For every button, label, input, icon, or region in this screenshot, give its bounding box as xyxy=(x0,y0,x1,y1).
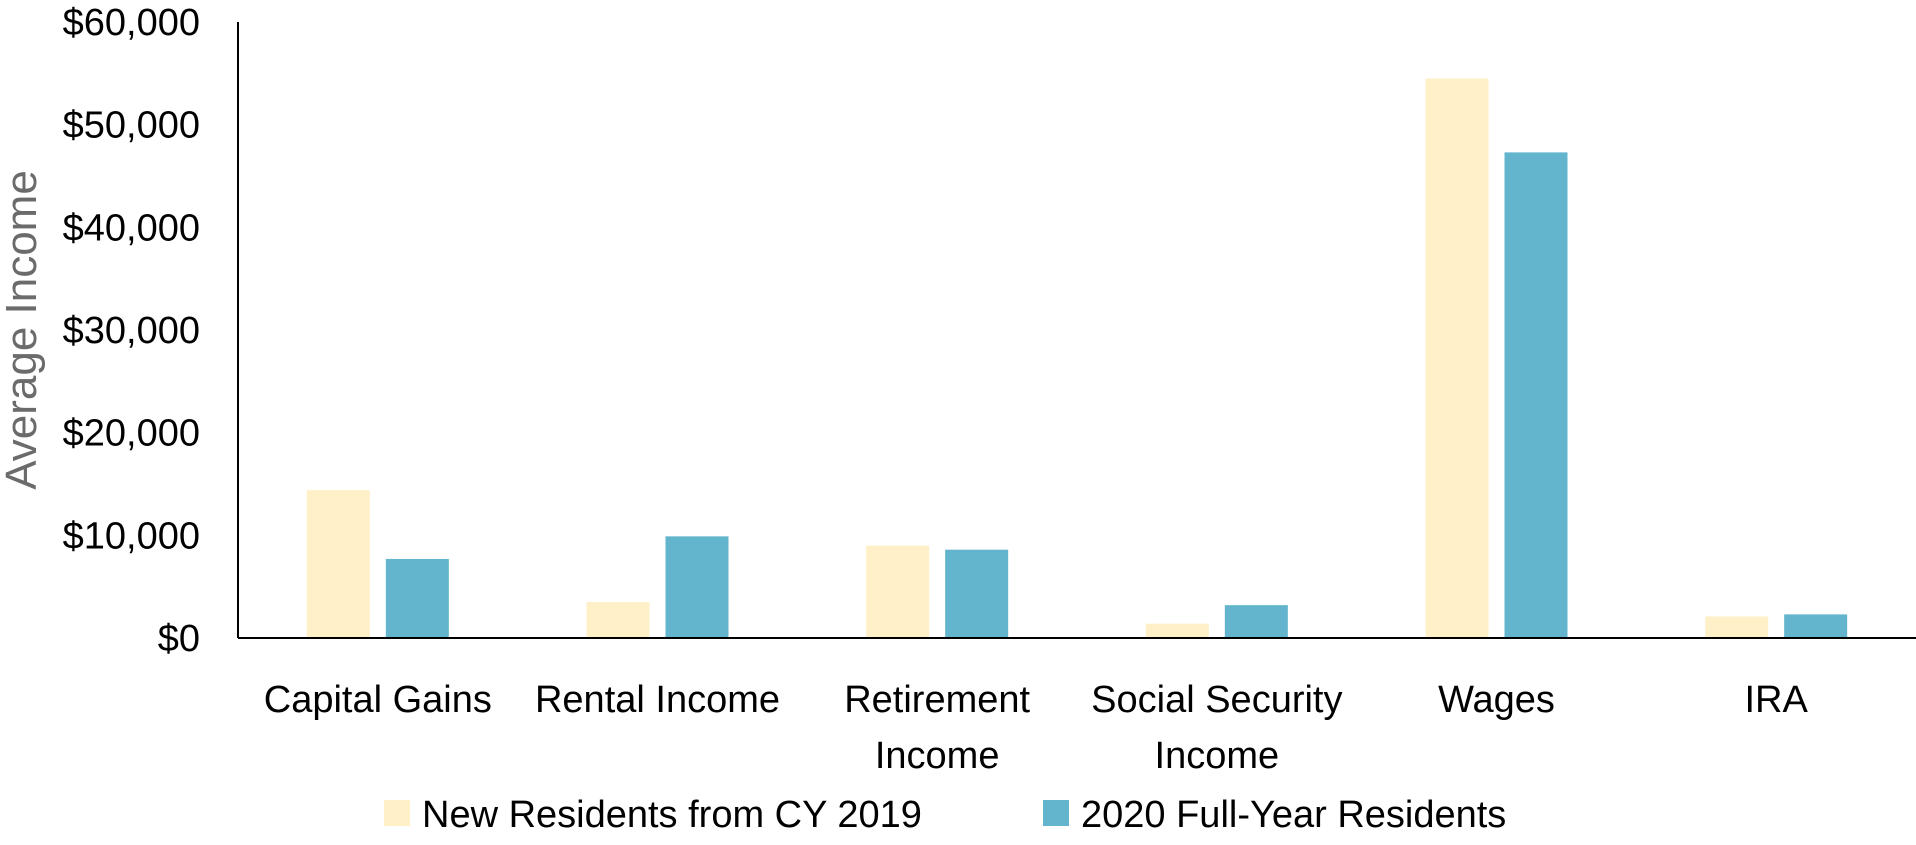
bar-new-residents xyxy=(1705,616,1769,638)
legend-label: 2020 Full-Year Residents xyxy=(1081,794,1506,836)
bar-full-year-residents xyxy=(945,549,1009,638)
x-tick-label: Income xyxy=(875,735,1000,777)
y-tick-label: $20,000 xyxy=(63,413,200,455)
bar-new-residents xyxy=(306,490,370,638)
x-tick-label: Social Security xyxy=(1091,679,1342,721)
x-tick-label: Rental Income xyxy=(535,679,780,721)
y-tick-label: $10,000 xyxy=(63,515,200,557)
bar-new-residents xyxy=(1425,78,1489,638)
bar-full-year-residents xyxy=(1784,614,1848,638)
x-tick-label: Retirement xyxy=(844,679,1030,721)
y-axis-ticks: $0 $10,000 $20,000 $30,000 $40,000 $50,000 $60… xyxy=(63,2,200,660)
category-labels: Capital Gains Rental Income Retirement Inco… xyxy=(264,679,1809,777)
legend: New Residents from CY 2019 2020 Full-Year… xyxy=(384,794,1506,836)
y-tick-label: $0 xyxy=(158,618,200,660)
bar-full-year-residents xyxy=(385,558,449,638)
bar-new-residents xyxy=(866,545,930,638)
y-tick-label: $50,000 xyxy=(63,105,200,147)
bars xyxy=(306,78,1848,639)
x-tick-label: Wages xyxy=(1438,679,1555,721)
legend-swatch xyxy=(384,800,410,826)
bar-full-year-residents xyxy=(665,536,729,638)
legend-swatch xyxy=(1043,800,1069,826)
bar-full-year-residents xyxy=(1504,152,1568,639)
bar-new-residents xyxy=(586,602,650,638)
x-tick-label: Capital Gains xyxy=(264,679,492,721)
y-tick-label: $40,000 xyxy=(63,207,200,249)
y-tick-label: $60,000 xyxy=(63,2,200,44)
x-tick-label: Income xyxy=(1155,735,1280,777)
bar-full-year-residents xyxy=(1224,605,1288,638)
x-tick-label: IRA xyxy=(1744,679,1808,721)
y-axis-label: Average Income xyxy=(0,170,46,490)
y-tick-label: $30,000 xyxy=(63,310,200,352)
bar-new-residents xyxy=(1145,623,1209,638)
legend-label: New Residents from CY 2019 xyxy=(422,794,922,836)
